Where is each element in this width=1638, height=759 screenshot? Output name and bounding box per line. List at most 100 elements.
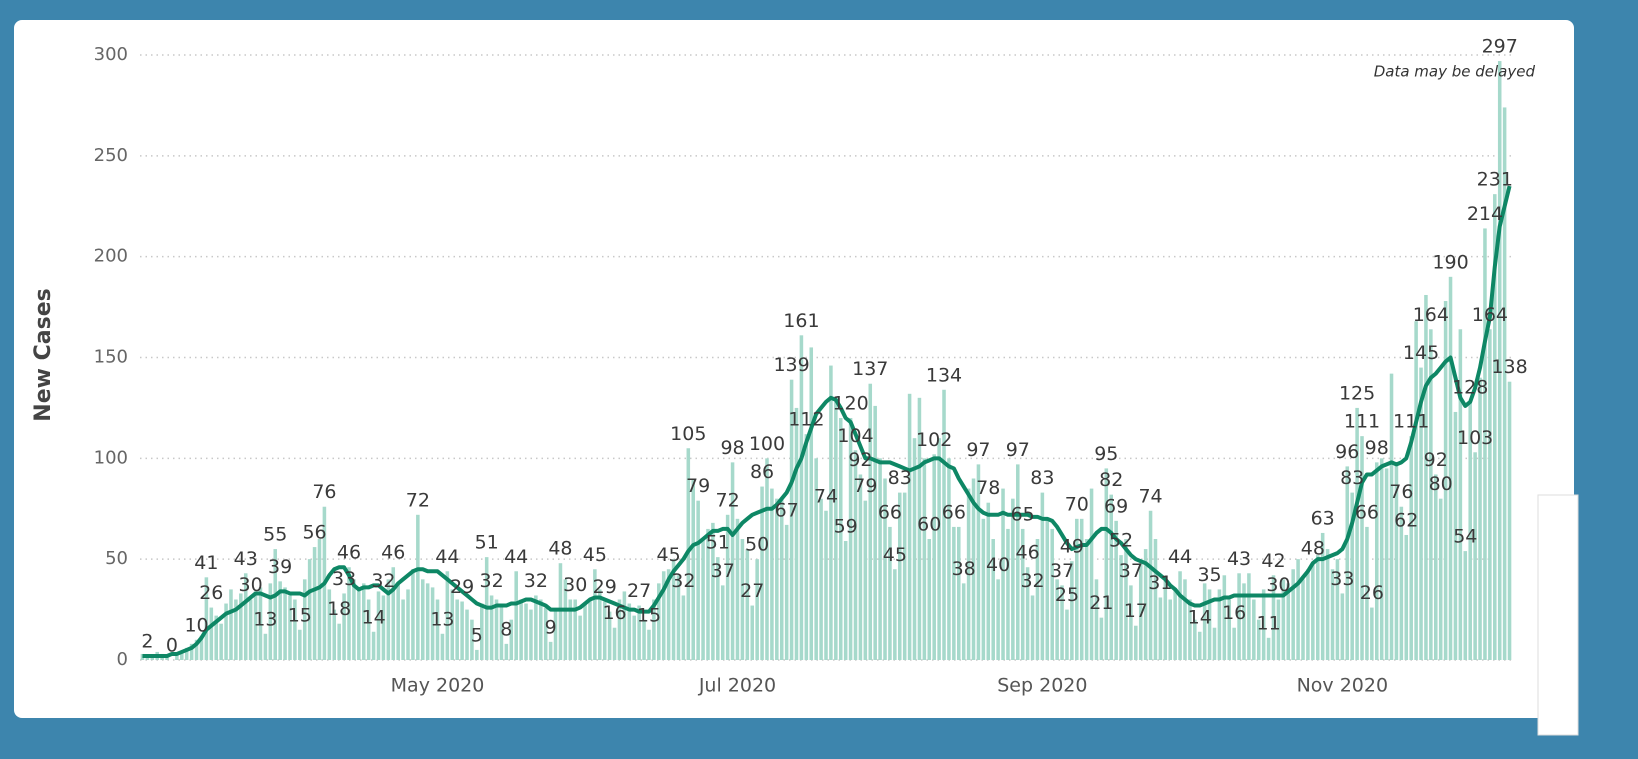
data-label: 86 [750, 461, 774, 483]
bar [720, 585, 725, 660]
bar [1271, 575, 1276, 660]
bar [317, 539, 322, 660]
bar [858, 474, 863, 660]
bar [947, 458, 951, 660]
bar [1493, 194, 1497, 660]
bar [863, 500, 868, 660]
bar [1060, 585, 1064, 660]
bar [278, 581, 282, 660]
data-label: 120 [832, 393, 868, 415]
bar [401, 599, 405, 660]
bar [371, 631, 376, 660]
bar [814, 458, 818, 660]
bar [981, 518, 986, 660]
bar [543, 607, 548, 660]
data-label: 214 [1467, 203, 1503, 225]
data-label: 231 [1477, 169, 1513, 191]
bar [1473, 452, 1477, 660]
bar [391, 567, 396, 660]
data-label: 104 [837, 425, 873, 447]
bar [342, 593, 346, 660]
bar [519, 599, 523, 660]
bar [1438, 498, 1443, 660]
bar [1453, 411, 1458, 660]
bar [755, 559, 759, 660]
data-label: 103 [1457, 427, 1493, 449]
data-label: 69 [1104, 495, 1128, 517]
data-label: 134 [926, 364, 962, 386]
data-label: 16 [1222, 602, 1246, 624]
data-label: 161 [783, 310, 819, 332]
bar [165, 655, 169, 660]
bar [779, 498, 784, 660]
data-label: 100 [749, 433, 785, 455]
data-label: 80 [1429, 473, 1453, 495]
bar [1296, 559, 1300, 660]
bar [499, 603, 504, 660]
bar [1443, 301, 1448, 660]
bar [1434, 474, 1438, 660]
bar [583, 603, 587, 660]
bar [1025, 567, 1030, 660]
bar [1315, 555, 1320, 660]
bar [145, 655, 150, 660]
bar [834, 397, 838, 660]
data-label: 112 [788, 409, 824, 431]
bar [425, 583, 430, 660]
data-label: 79 [686, 475, 710, 497]
bar [1222, 575, 1227, 660]
bar [514, 571, 518, 660]
data-label: 26 [1360, 582, 1384, 604]
data-label: 111 [1393, 411, 1429, 433]
data-label: 74 [1138, 485, 1162, 507]
data-label: 27 [740, 580, 764, 602]
bar [455, 599, 459, 660]
bar [480, 603, 484, 660]
data-label: 45 [657, 544, 681, 566]
bar [735, 518, 740, 660]
bar [1094, 579, 1099, 660]
data-label: 17 [1124, 600, 1148, 622]
data-label: 32 [480, 570, 504, 592]
bar [470, 619, 474, 660]
bar [691, 478, 695, 660]
data-label: 97 [1006, 439, 1030, 461]
data-label: 16 [602, 602, 626, 624]
bar [1207, 589, 1212, 660]
x-tick-label: Jul 2020 [698, 675, 776, 697]
bar [637, 605, 641, 660]
bar [1350, 492, 1354, 660]
bar [298, 629, 302, 660]
bar [598, 589, 602, 660]
bar [1011, 498, 1015, 660]
bar [539, 599, 543, 660]
bar [1330, 569, 1335, 660]
bar [204, 577, 209, 660]
bar [593, 569, 597, 660]
bar [175, 653, 179, 660]
bar [268, 583, 273, 660]
data-label: 98 [720, 437, 744, 459]
data-label: 105 [670, 423, 706, 445]
bar [263, 633, 268, 660]
bar [1035, 539, 1040, 660]
bar [1153, 539, 1158, 660]
data-label: 30 [239, 574, 263, 596]
data-label: 33 [1330, 568, 1354, 590]
bar [578, 615, 582, 660]
data-label: 63 [1311, 507, 1335, 529]
bar [327, 589, 332, 660]
bar [386, 579, 391, 660]
data-label: 10 [184, 614, 208, 636]
bar [809, 347, 814, 660]
bar [1286, 583, 1291, 660]
bar [1458, 329, 1463, 660]
bar [661, 571, 666, 660]
data-label: 145 [1403, 342, 1439, 364]
bar [1325, 549, 1330, 660]
annotation: Data may be delayed [1374, 63, 1536, 81]
bar [711, 522, 715, 660]
bar [357, 587, 361, 660]
data-label: 55 [263, 524, 287, 546]
bar [573, 599, 577, 660]
